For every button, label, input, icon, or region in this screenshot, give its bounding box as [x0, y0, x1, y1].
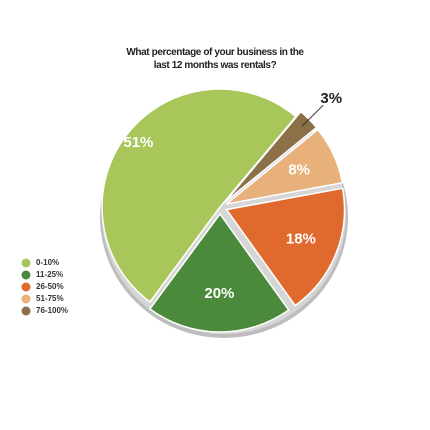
legend-label: 11-25%: [36, 270, 63, 279]
slice-label: 3%: [320, 90, 342, 107]
legend-label: 0-10%: [36, 258, 59, 267]
legend-label: 26-50%: [36, 282, 64, 291]
pie-slice: [225, 187, 346, 307]
pie-slice: [101, 88, 297, 304]
pie-slice: [225, 128, 344, 205]
slice-label: 20%: [204, 285, 234, 302]
pie-slice: [148, 212, 290, 333]
legend-swatch: [21, 258, 31, 268]
legend-swatch: [21, 282, 31, 292]
legend-label: 76-100%: [36, 306, 68, 315]
legend-swatch: [21, 294, 31, 304]
legend-swatch: [21, 270, 31, 280]
slice-label: 8%: [288, 161, 310, 178]
legend-label: 51-75%: [36, 294, 64, 303]
slice-label: 18%: [286, 231, 316, 248]
slice-label: 51%: [123, 134, 153, 151]
chart-title: What percentage of your business in the …: [126, 47, 304, 71]
legend-swatch: [21, 306, 31, 316]
leader-line: [301, 104, 324, 127]
